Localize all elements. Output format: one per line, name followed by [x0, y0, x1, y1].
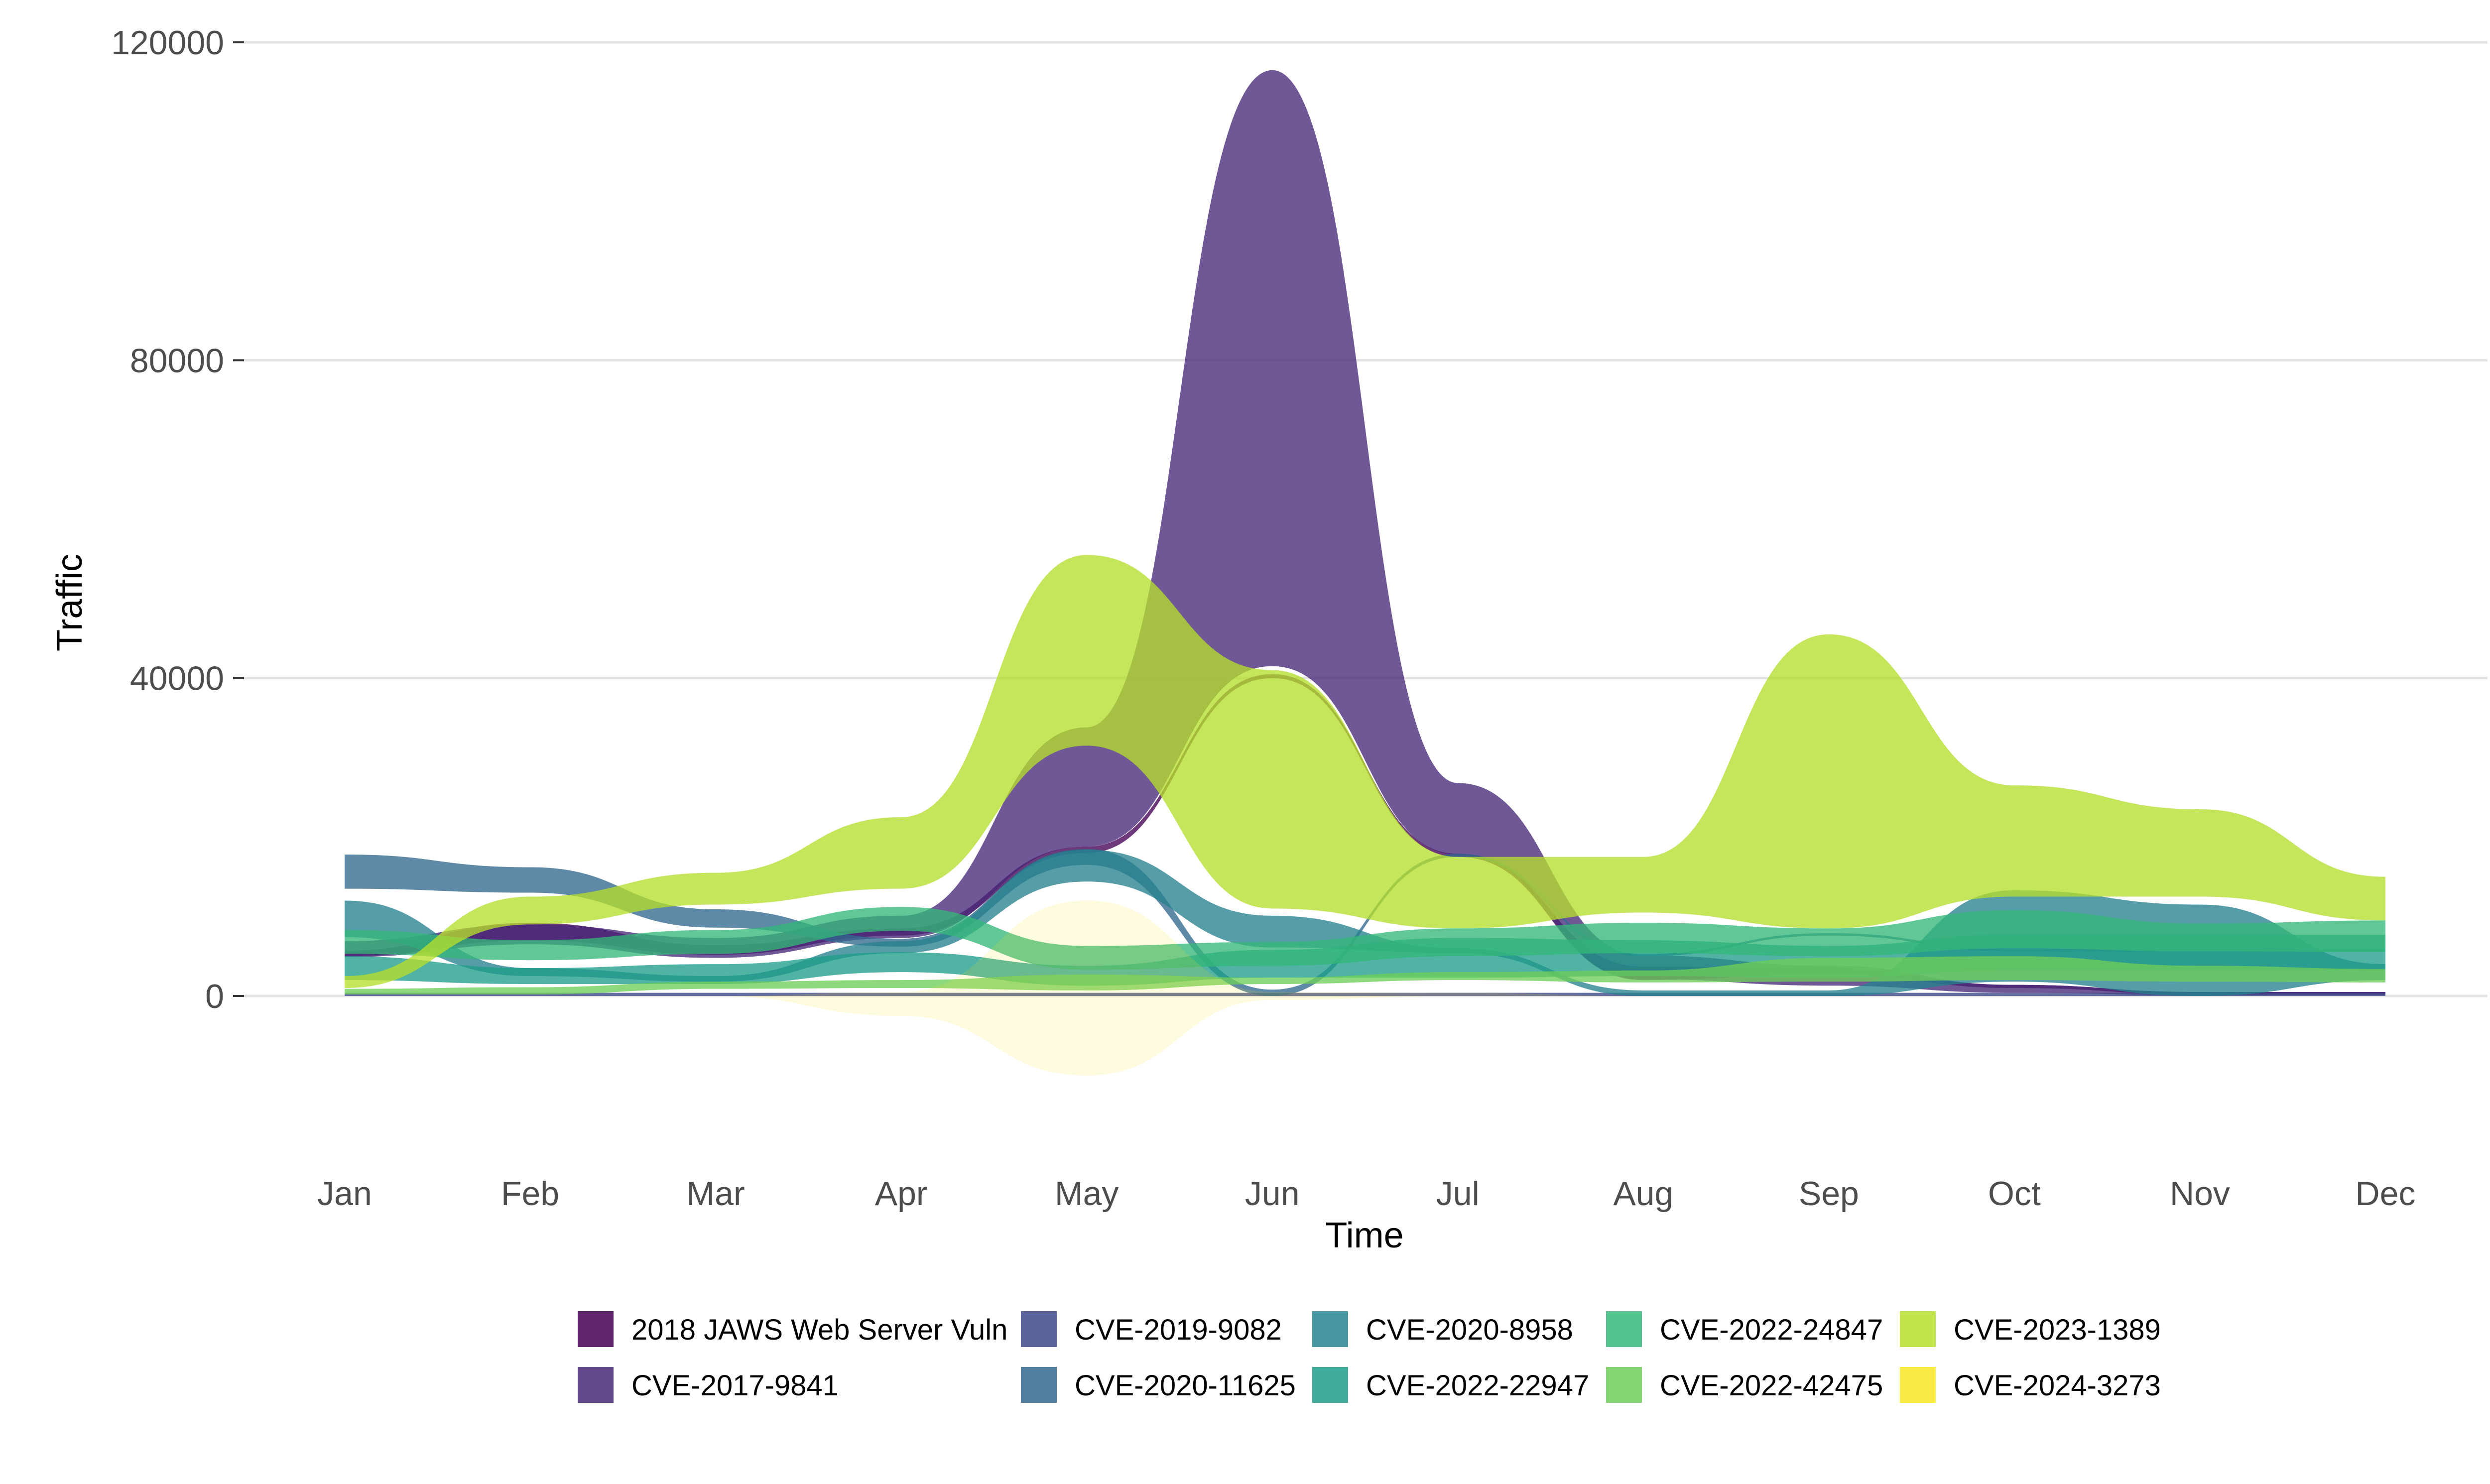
- x-tick-label: Apr: [875, 1175, 928, 1213]
- x-tick-label: Dec: [2356, 1175, 2416, 1213]
- legend-label-cve-2023-1389: CVE-2023-1389: [1954, 1314, 2161, 1346]
- legend-swatch-cve-2022-24847: [1606, 1311, 1642, 1347]
- legend-swatch-2018-jaws-web-server-vuln: [578, 1311, 614, 1347]
- x-tick-label: Feb: [501, 1175, 559, 1213]
- y-axis: 0 40000 80000 120000: [111, 24, 244, 1015]
- legend: 2018 JAWS Web Server Vuln CVE-2017-9841 CV…: [578, 1311, 2161, 1403]
- y-tick-label: 120000: [111, 24, 224, 62]
- stream-cve-2017-9841: [345, 70, 2385, 995]
- y-tick-label: 40000: [130, 660, 224, 698]
- x-tick-label: Oct: [1988, 1175, 2041, 1213]
- legend-swatch-cve-2022-42475: [1606, 1367, 1642, 1403]
- stream-cve-2022-42475: [345, 956, 2385, 994]
- x-tick-label: Sep: [1799, 1175, 1859, 1213]
- y-axis-title: Traffic: [50, 554, 90, 651]
- stream-areas: [345, 70, 2385, 1076]
- legend-swatch-cve-2022-22947: [1312, 1367, 1348, 1403]
- x-tick-label: May: [1055, 1175, 1119, 1213]
- x-tick-label: Mar: [687, 1175, 745, 1213]
- x-tick-label: Aug: [1613, 1175, 1673, 1213]
- stream-cve-2020-11625: [345, 849, 2385, 996]
- legend-swatch-cve-2020-8958: [1312, 1311, 1348, 1347]
- x-tick-label: Nov: [2170, 1175, 2230, 1213]
- legend-label-cve-2017-9841: CVE-2017-9841: [631, 1369, 839, 1402]
- x-axis-title: Time: [1325, 1216, 1403, 1255]
- legend-swatch-cve-2024-3273: [1900, 1367, 1936, 1403]
- legend-label-cve-2024-3273: CVE-2024-3273: [1954, 1369, 2161, 1402]
- legend-swatch-cve-2023-1389: [1900, 1311, 1936, 1347]
- x-tick-label: Jan: [317, 1175, 372, 1213]
- legend-swatch-cve-2019-9082: [1021, 1311, 1057, 1347]
- legend-label-cve-2022-24847: CVE-2022-24847: [1660, 1314, 1883, 1346]
- stream-cve-2022-24847: [345, 907, 2385, 970]
- legend-label-cve-2022-22947: CVE-2022-22947: [1366, 1369, 1589, 1402]
- legend-swatch-cve-2017-9841: [578, 1367, 614, 1403]
- y-tick-label: 0: [205, 978, 224, 1015]
- legend-label-cve-2022-42475: CVE-2022-42475: [1660, 1369, 1883, 1402]
- x-axis: Jan Feb Mar Apr May Jun Jul Aug Sep Oct Nov Dec: [317, 1175, 2415, 1213]
- legend-label-cve-2020-8958: CVE-2020-8958: [1366, 1314, 1573, 1346]
- legend-label-cve-2019-9082: CVE-2019-9082: [1075, 1314, 1282, 1346]
- legend-label-2018-jaws-web-server-vuln: 2018 JAWS Web Server Vuln: [631, 1314, 1007, 1346]
- y-tick-label: 80000: [130, 342, 224, 379]
- stream-cve-2023-1389: [345, 555, 2385, 989]
- x-tick-label: Jul: [1436, 1175, 1480, 1213]
- x-tick-label: Jun: [1245, 1175, 1300, 1213]
- legend-swatch-cve-2020-11625: [1021, 1367, 1057, 1403]
- legend-label-cve-2020-11625: CVE-2020-11625: [1075, 1369, 1296, 1402]
